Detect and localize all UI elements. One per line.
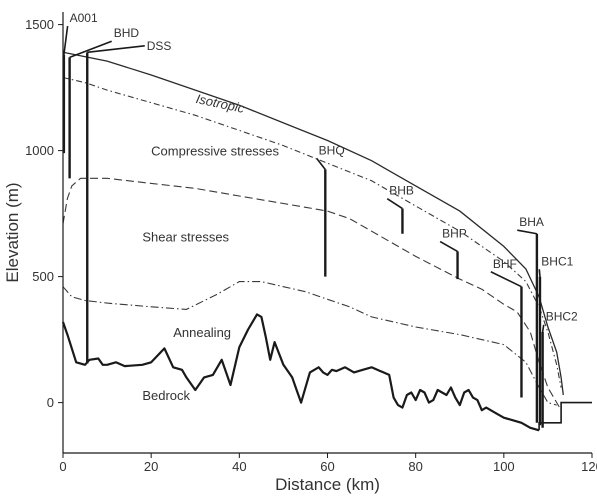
borehole-leader-line <box>541 324 545 333</box>
borehole-leader-line <box>386 198 403 210</box>
borehole-label: A001 <box>70 11 98 25</box>
y-tick-label: 1500 <box>25 17 54 32</box>
ice-surface-line <box>62 51 564 396</box>
y-tick-label: 500 <box>32 269 54 284</box>
borehole-leader-line <box>439 240 458 253</box>
borehole-label: BHF <box>493 257 517 271</box>
borehole-leader-line <box>490 271 522 288</box>
zone-label: Bedrock <box>142 388 190 403</box>
x-axis-title: Distance (km) <box>275 475 380 494</box>
borehole-leader-line <box>69 40 112 59</box>
x-tick-label: 60 <box>320 459 334 474</box>
bedrock-line <box>61 313 540 432</box>
bedrock-step-line <box>538 401 592 431</box>
annealing-top-line <box>62 281 557 406</box>
borehole-label: DSS <box>147 39 172 53</box>
borehole-label: BHC1 <box>541 254 573 268</box>
isotropic-base-line <box>62 76 562 388</box>
borehole-label: BHB <box>389 184 414 198</box>
x-tick-label: 0 <box>59 459 66 474</box>
compressive-base-line <box>62 177 562 411</box>
axes: 0 20 40 60 80 100 120 0 500 1000 1500 <box>25 12 597 474</box>
y-axis-title: Elevation (m) <box>3 182 22 282</box>
borehole-label: BHA <box>519 215 544 229</box>
y-tick-label: 0 <box>47 395 54 410</box>
zone-label: Annealing <box>173 325 231 340</box>
zone-label: Compressive stresses <box>151 144 279 159</box>
x-tick-label: 100 <box>493 459 515 474</box>
plot-lines <box>61 51 592 432</box>
borehole-leader-line <box>538 269 541 277</box>
borehole-leader-line <box>316 157 326 170</box>
zone-labels: Isotropic Compressive stresses Shear stres… <box>142 91 279 403</box>
borehole-leader-line <box>517 229 538 235</box>
x-tick-label: 80 <box>408 459 422 474</box>
zone-label: Isotropic <box>195 91 247 116</box>
x-tick-label: 120 <box>581 459 597 474</box>
borehole-leader-line <box>63 25 69 55</box>
borehole-label: BHP <box>442 227 467 241</box>
x-tick-label: 40 <box>232 459 246 474</box>
borehole-label: BHQ <box>319 143 345 157</box>
borehole-label: BHD <box>114 26 140 40</box>
x-tick-label: 20 <box>144 459 158 474</box>
boreholes: A001 BHD DSS BHQ BHB BHP BHF BHA BHC1 BHC2 <box>62 11 578 428</box>
zone-label: Shear stresses <box>142 229 229 244</box>
borehole-leader-line <box>87 45 145 54</box>
y-tick-label: 1000 <box>25 143 54 158</box>
borehole-label: BHC2 <box>546 310 578 324</box>
